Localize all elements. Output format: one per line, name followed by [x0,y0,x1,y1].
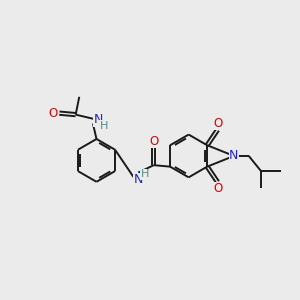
Text: O: O [149,135,158,148]
Text: H: H [141,169,149,179]
Text: H: H [100,121,108,131]
Text: N: N [229,149,239,162]
Text: O: O [213,182,222,195]
Text: N: N [94,113,103,127]
Text: N: N [133,173,143,186]
Text: O: O [213,117,222,130]
Text: O: O [48,106,57,120]
